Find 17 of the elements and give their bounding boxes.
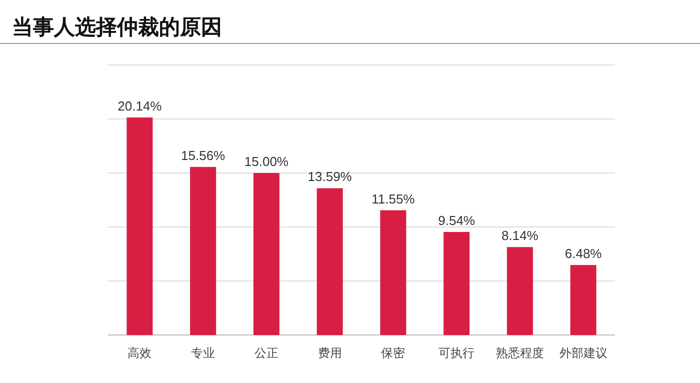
x-tick-label: 费用 [318, 346, 342, 360]
data-label: 8.14% [502, 228, 539, 244]
data-label: 6.48% [564, 246, 602, 262]
x-tick-label: 保密 [381, 346, 406, 360]
x-tick-label: 高效 [128, 346, 152, 360]
data-label: 9.54% [438, 212, 476, 228]
x-tick-label: 专业 [191, 346, 216, 360]
x-tick-label: 公正 [254, 346, 278, 360]
title: 当事人选择仲裁的原因 [12, 16, 222, 39]
data-label: 11.55% [372, 191, 416, 206]
data-label: 20.14% [118, 98, 162, 114]
x-tick-label: 外部建议 [559, 346, 608, 360]
data-label: 15.56% [181, 148, 226, 163]
x-tick-label: 熟悉程度 [496, 346, 544, 360]
x-tick-label: 可执行 [438, 346, 475, 360]
data-label: 13.59% [308, 169, 352, 184]
data-label: 15.00% [244, 154, 289, 169]
